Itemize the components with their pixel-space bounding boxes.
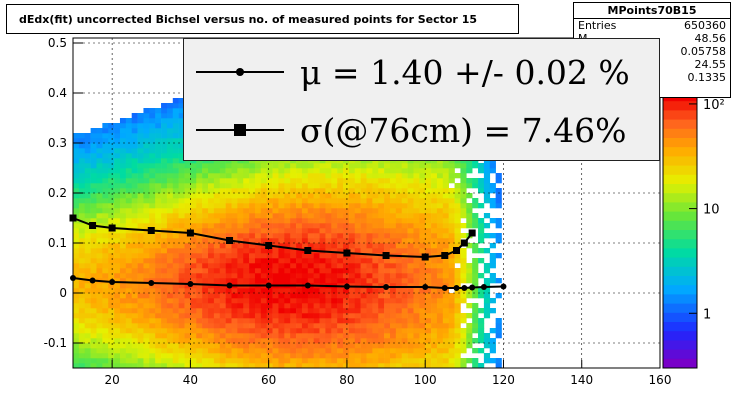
data-point [421,253,429,261]
x-tick-label: 80 [339,373,354,387]
y-tick-label: 0.5 [48,36,67,50]
x-tick-label: 120 [492,373,515,387]
data-point [382,252,390,259]
data-point [109,279,116,285]
y-axis: 0.5 0.4 0.3 0.2 0.1 0 -0.1 [44,36,83,350]
stats-row: Entries 650360 [578,19,726,32]
data-point [343,283,350,290]
x-tick-label: 140 [570,373,593,387]
palette-tick-label: 10² [703,98,725,113]
legend: μ = 1.40 +/- 0.02 % σ(@76cm) = 7.46% [183,38,660,161]
y-tick-label: 0.1 [48,236,67,250]
legend-entry-sigma: σ(@76cm) = 7.46% [184,105,627,155]
data-point [304,282,311,289]
y-tick-label: -0.1 [44,336,67,350]
data-point [187,281,194,287]
palette-tick-label: 10 [703,203,720,218]
y-tick-label: 0.4 [48,86,67,100]
data-series [69,214,507,291]
chart-title: dEdx(fit) uncorrected Bichsel versus no.… [6,4,519,34]
stats-row: 0.1335 [687,71,727,84]
data-point [500,283,507,290]
x-axis: 20 40 60 80 100 120 140 160 [104,360,671,387]
data-point [147,227,155,234]
data-point [70,275,76,281]
data-point [265,242,273,249]
data-point [343,249,351,257]
data-point [186,229,194,237]
x-tick-label: 20 [104,373,119,387]
data-point [383,284,390,290]
stats-title: MPoints70B15 [574,3,730,19]
data-point [304,247,312,254]
data-point [468,229,476,237]
data-point [226,237,234,244]
data-point [148,280,155,286]
data-point [453,285,460,291]
legend-entry-mu: μ = 1.40 +/- 0.02 % [184,47,630,97]
y-tick-label: 0 [59,286,67,300]
stats-row: 0.05758 [680,45,727,58]
palette-tick-label: 1 [703,307,711,322]
square-marker-icon [196,124,284,136]
data-point [461,285,468,291]
data-point [69,214,77,222]
data-point [480,284,487,290]
legend-label: σ(@76cm) = 7.46% [300,110,627,150]
data-point [108,224,116,232]
data-point [441,285,448,291]
data-point [441,252,449,259]
legend-label: μ = 1.40 +/- 0.02 % [300,52,630,92]
data-point [89,277,96,284]
stats-row: 24.55 [694,58,727,71]
data-point [89,222,97,229]
x-tick-label: 60 [261,373,276,387]
data-point [453,247,461,254]
y-tick-label: 0.3 [48,136,67,150]
color-palette: 10² 10 1 [662,91,725,369]
data-point [226,282,233,289]
x-tick-label: 40 [183,373,198,387]
data-point [422,284,429,290]
y-tick-label: 0.2 [48,186,67,200]
data-point [469,284,476,291]
circle-marker-icon [196,68,284,76]
data-point [265,282,272,289]
x-tick-label: 160 [649,373,672,387]
data-point [460,239,468,247]
x-tick-label: 100 [414,373,437,387]
